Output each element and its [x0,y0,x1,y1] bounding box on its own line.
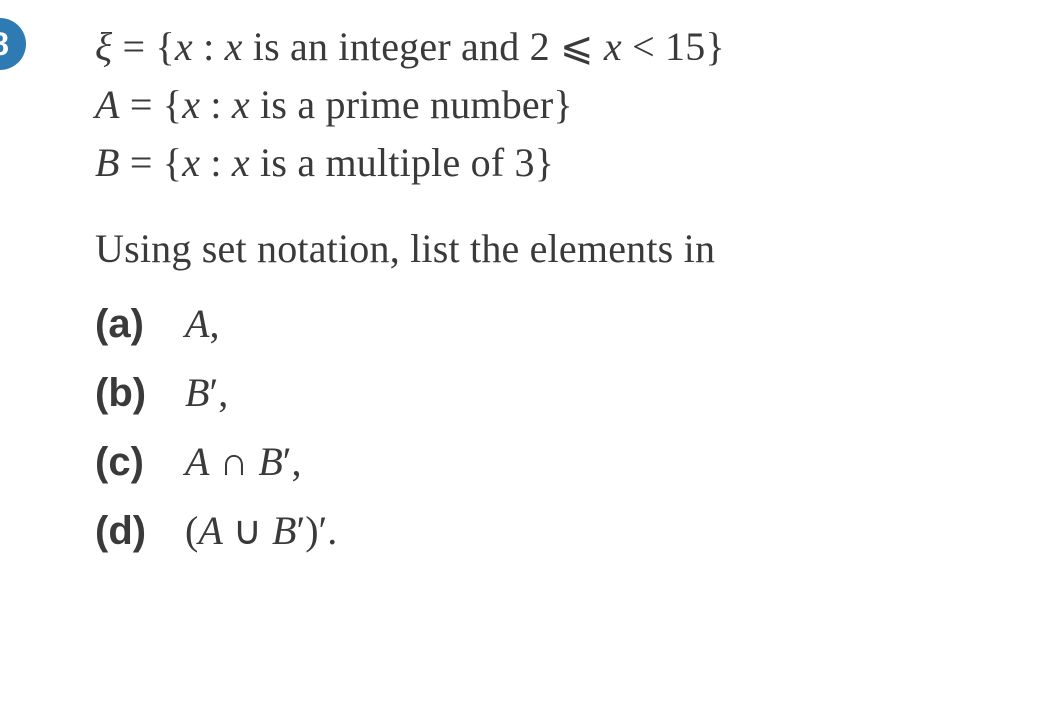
part-body: A, [185,300,219,347]
part-label: (c) [95,440,185,485]
part-body: (A ∪ B′)′. [185,507,337,554]
part-row: (d) (A ∪ B′)′. [95,507,1049,554]
part-label: (b) [95,371,185,416]
problem-number-badge: 8 [0,18,26,70]
part-label: (d) [95,509,185,554]
part-label: (a) [95,302,185,347]
part-row: (b) B′, [95,369,1049,416]
definition-line: A = {x : x is a prime number} [95,76,1049,134]
problem-block: 8 ξ = {x : x is an integer and 2 ⩽ x < 1… [0,0,1049,710]
definition-line: B = {x : x is a multiple of 3} [95,134,1049,192]
part-body: A ∩ B′, [185,438,302,485]
part-body: B′, [185,369,228,416]
definition-line: ξ = {x : x is an integer and 2 ⩽ x < 15} [95,18,1049,76]
part-row: (a) A, [95,300,1049,347]
prompt-line: Using set notation, list the elements in [95,220,1049,278]
part-row: (c) A ∩ B′, [95,438,1049,485]
